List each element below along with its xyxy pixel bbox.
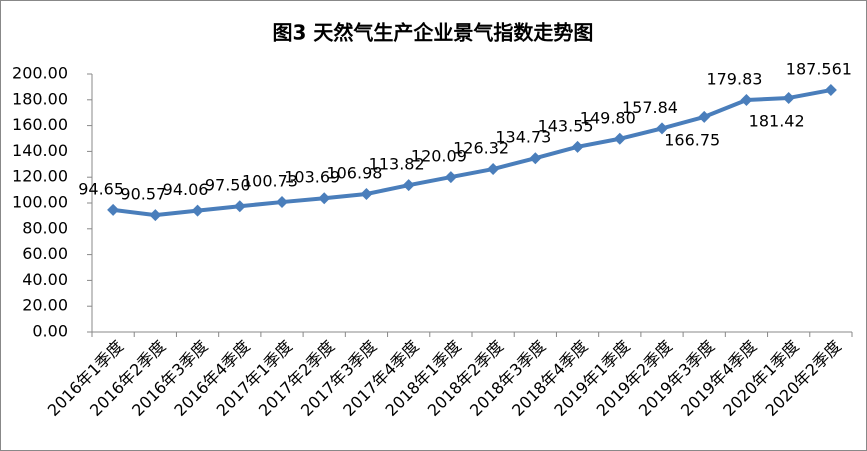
data-label: 143.55: [538, 116, 594, 135]
data-label: 106.98: [326, 163, 382, 182]
y-tick-label: 160.00: [12, 115, 68, 134]
data-label: 90.57: [120, 185, 166, 204]
data-label: 100.73: [242, 172, 298, 191]
marker: [444, 171, 457, 184]
marker: [571, 140, 584, 153]
chart-title: 图3 天然气生产企业景气指数走势图: [273, 21, 594, 45]
marker: [149, 209, 162, 222]
y-tick-label: 140.00: [12, 141, 68, 160]
data-label: 94.65: [78, 179, 124, 198]
y-tick-label: 200.00: [12, 64, 68, 83]
data-label: 103.69: [284, 168, 340, 187]
y-tick-label: 80.00: [22, 218, 68, 237]
data-label: 179.83: [706, 70, 762, 89]
data-label: 120.09: [411, 147, 467, 166]
y-tick-label: 180.00: [12, 89, 68, 108]
marker: [698, 110, 711, 123]
data-label: 94.06: [163, 180, 209, 199]
data-label: 134.73: [495, 128, 551, 147]
y-tick-label: 40.00: [22, 270, 68, 289]
marker: [318, 192, 331, 205]
marker: [487, 163, 500, 176]
marker: [656, 122, 668, 135]
data-label: 97.50: [205, 176, 251, 195]
y-tick-label: 20.00: [22, 296, 68, 315]
data-label: 157.84: [622, 98, 678, 117]
marker: [233, 200, 246, 213]
marker: [740, 94, 753, 107]
marker: [402, 179, 415, 192]
y-tick-label: 60.00: [22, 244, 68, 263]
marker: [613, 132, 626, 145]
line: [112, 88, 832, 218]
marker: [276, 196, 288, 209]
data-label: 166.75: [664, 130, 720, 149]
data-label: 181.42: [749, 111, 805, 130]
marker: [360, 187, 373, 200]
y-tick-label: 0.00: [32, 322, 68, 341]
data-label: 113.82: [369, 155, 425, 174]
data-label: 149.80: [580, 108, 636, 127]
marker: [529, 152, 542, 165]
marker: [191, 204, 204, 217]
y-tick-label: 100.00: [12, 193, 68, 212]
marker: [824, 84, 837, 97]
data-label: 187.561: [786, 60, 852, 79]
marker: [782, 91, 795, 104]
y-tick-label: 120.00: [12, 167, 68, 186]
marker: [107, 203, 120, 216]
data-label: 126.32: [453, 139, 509, 158]
